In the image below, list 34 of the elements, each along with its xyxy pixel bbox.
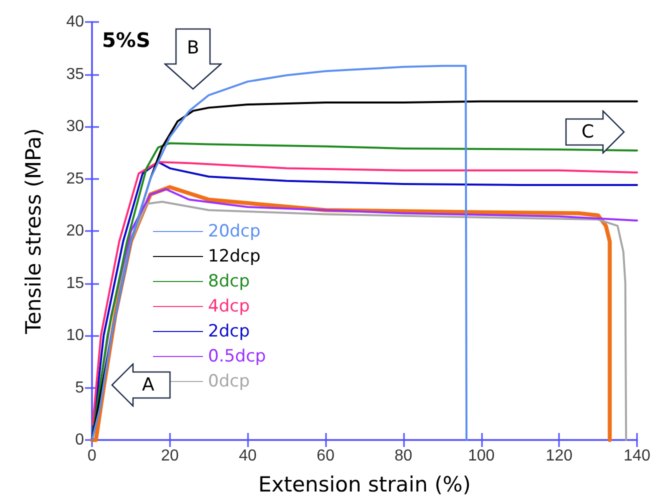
x-tick-label: 100	[468, 448, 495, 464]
y-tick-label: 25	[66, 170, 84, 188]
y-tick-label: 15	[66, 274, 84, 292]
y-tick-label: 5	[75, 379, 84, 396]
annotation: B	[187, 37, 200, 58]
y-tick-label: 40	[66, 14, 84, 30]
annotation: 5%S	[102, 28, 150, 52]
x-tick-label: 40	[238, 448, 257, 464]
legend-label: 8dcp	[208, 272, 250, 292]
x-axis-title: Extension strain (%)	[258, 472, 471, 496]
x-tick-label: 0	[88, 448, 97, 464]
y-tick-label: 0	[75, 432, 84, 448]
arrow-icon: B	[164, 28, 222, 90]
line-series	[91, 64, 468, 441]
x-tick-label: 80	[394, 448, 412, 464]
arrow-icon: A	[111, 362, 172, 407]
y-tick-label: 10	[66, 327, 84, 344]
x-tick-label: 20	[160, 448, 179, 464]
legend-label: 0dcp	[208, 372, 250, 392]
x-tick-label: 60	[316, 448, 335, 464]
y-tick-label: 35	[66, 66, 84, 83]
x-tick-label: 140	[624, 448, 650, 464]
arrow-icon: C	[565, 110, 626, 154]
x-tick-label: 120	[546, 448, 573, 464]
y-tick-label: 20	[66, 222, 84, 240]
y-axis-title: Tensile stress (MPa)	[22, 128, 46, 335]
legend-label: 12dcp	[208, 246, 261, 266]
legend-label: 0.5dcp	[208, 346, 266, 366]
legend-label: 4dcp	[208, 296, 250, 316]
legend-label: 2dcp	[208, 322, 250, 342]
annotation: C	[582, 121, 594, 142]
y-tick-label: 30	[66, 118, 84, 135]
legend-label: 20dcp	[208, 222, 261, 242]
annotation: A	[142, 374, 156, 396]
